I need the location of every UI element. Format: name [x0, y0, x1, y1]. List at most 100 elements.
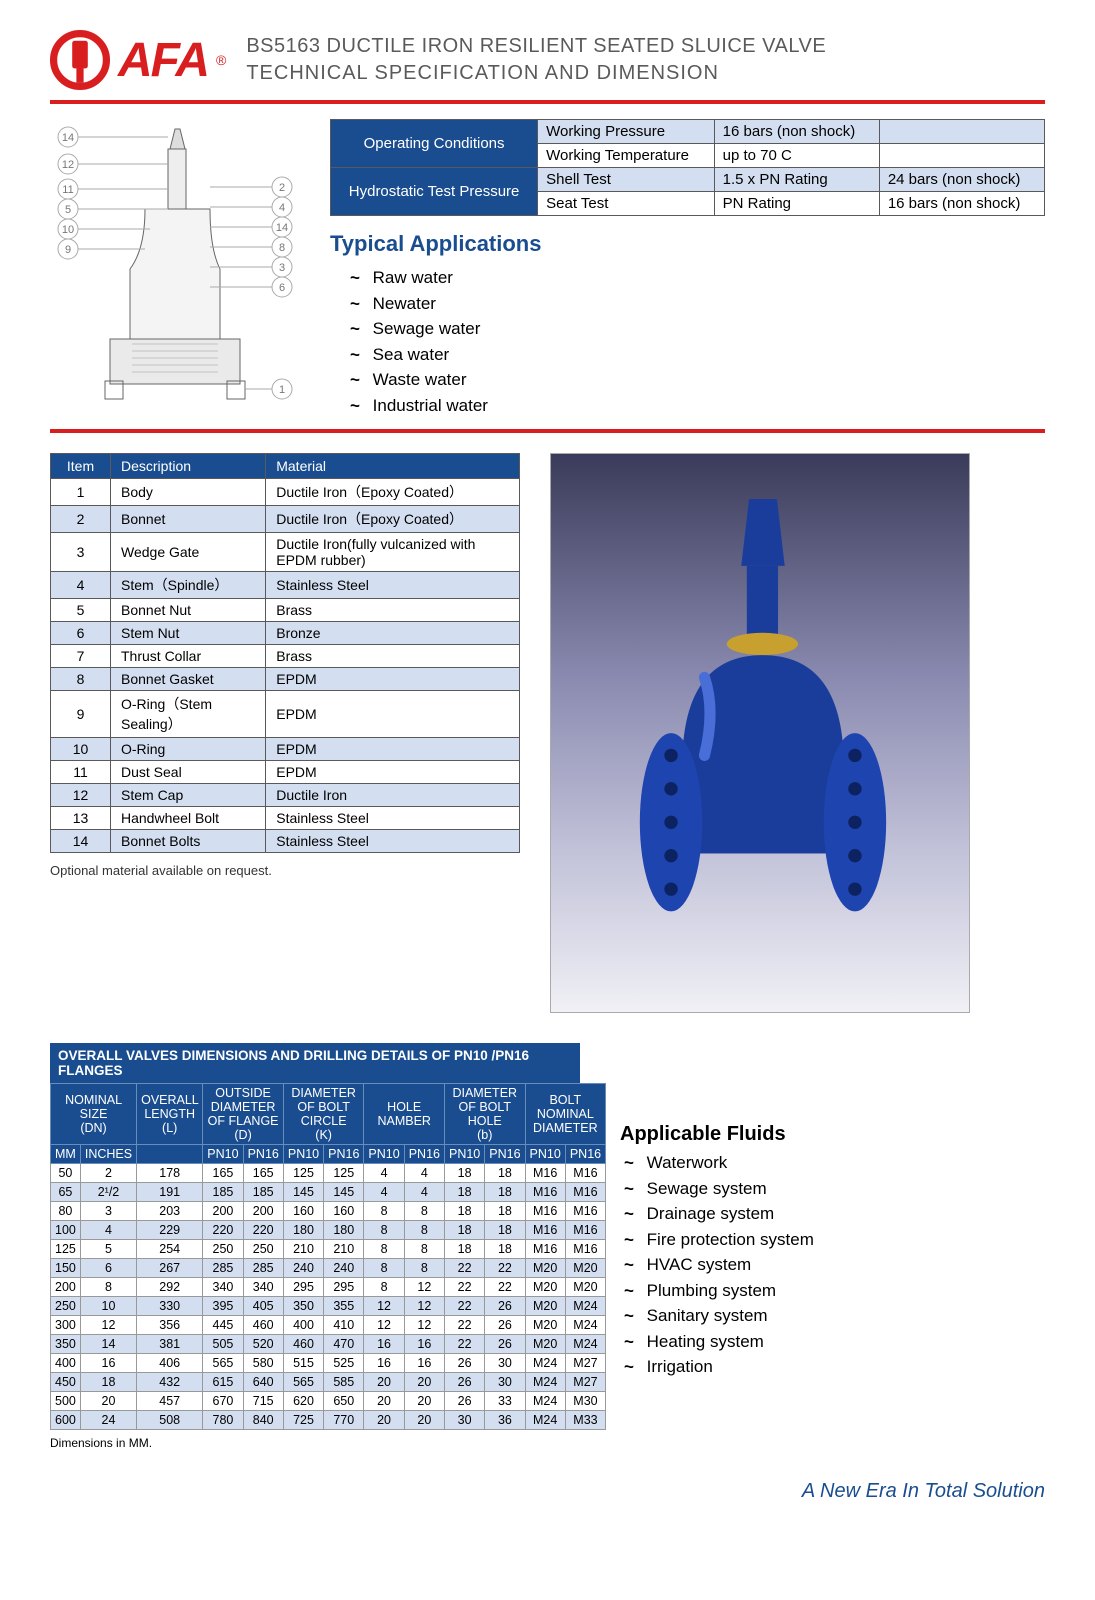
cell-dim: 457 [137, 1392, 203, 1411]
cell-dim: M24 [525, 1392, 565, 1411]
cell-dim: 18 [485, 1221, 525, 1240]
cell-dim: 445 [203, 1316, 243, 1335]
cell-item: 3 [51, 533, 111, 572]
cell-dim: 20 [404, 1392, 444, 1411]
cell-dim: 80 [51, 1202, 81, 1221]
cell-dim: 450 [51, 1373, 81, 1392]
th-sub: MM [51, 1145, 81, 1164]
cell-dim: M27 [565, 1373, 605, 1392]
cell-dim: 295 [324, 1278, 364, 1297]
cell-dim: M20 [525, 1316, 565, 1335]
page-header: AFA ® BS5163 DUCTILE IRON RESILIENT SEAT… [50, 30, 1045, 90]
cell-dim: M16 [565, 1183, 605, 1202]
cell-dim: 160 [324, 1202, 364, 1221]
cell-dim: 20 [364, 1392, 404, 1411]
cell-dim: 20 [80, 1392, 136, 1411]
th-sub: PN16 [485, 1145, 525, 1164]
th-item: Item [51, 454, 111, 479]
cell-dim: 160 [283, 1202, 323, 1221]
cell-material: Stainless Steel [266, 830, 520, 853]
cell-dim: 50 [51, 1164, 81, 1183]
svg-text:8: 8 [279, 242, 285, 254]
applicable-fluids-list: WaterworkSewage systemDrainage systemFir… [620, 1150, 1045, 1380]
cell-dim: 203 [137, 1202, 203, 1221]
cell-dim: 840 [243, 1411, 283, 1430]
cell-material: Stainless Steel [266, 572, 520, 599]
cell-dim: 30 [485, 1373, 525, 1392]
cell-dim: 14 [80, 1335, 136, 1354]
cell-dim: 250 [51, 1297, 81, 1316]
operating-conditions-table: Operating Conditions Working Pressure 16… [330, 119, 1045, 216]
cell-dim: 165 [243, 1164, 283, 1183]
cell-dim: 22 [485, 1259, 525, 1278]
cell-dim: 330 [137, 1297, 203, 1316]
cell-dim: 26 [444, 1354, 484, 1373]
cell-item: 9 [51, 691, 111, 738]
cell-dim: 240 [283, 1259, 323, 1278]
cell-dim: 125 [324, 1164, 364, 1183]
list-item: Fire protection system [624, 1227, 1045, 1253]
cell-value: 1.5 x PN Rating [714, 168, 879, 192]
cell-dim: 22 [444, 1316, 484, 1335]
cell-dim: 515 [283, 1354, 323, 1373]
cell-dim: 18 [80, 1373, 136, 1392]
cell-dim: 210 [283, 1240, 323, 1259]
svg-text:14: 14 [276, 222, 288, 234]
cell-dim: M16 [565, 1164, 605, 1183]
cell-dim: 292 [137, 1278, 203, 1297]
cell-dim: 20 [364, 1373, 404, 1392]
cell-material: Ductile Iron（Epoxy Coated） [266, 506, 520, 533]
cell-label: Working Pressure [538, 120, 715, 144]
cell-dim: 22 [444, 1278, 484, 1297]
registered-icon: ® [216, 52, 226, 68]
cell-material: Ductile Iron(fully vulcanized with EPDM … [266, 533, 520, 572]
cell-dim: 18 [444, 1221, 484, 1240]
cell-dim: 22 [444, 1297, 484, 1316]
cell-dim: 18 [444, 1202, 484, 1221]
cell-description: Dust Seal [111, 761, 266, 784]
cell-dim: 300 [51, 1316, 81, 1335]
cell-dim: 185 [203, 1183, 243, 1202]
th-sub: PN10 [444, 1145, 484, 1164]
svg-text:10: 10 [62, 224, 74, 236]
cell-dim: 200 [51, 1278, 81, 1297]
cell-dim: M20 [525, 1259, 565, 1278]
list-item: Irrigation [624, 1354, 1045, 1380]
divider [50, 100, 1045, 104]
cell-dim: 4 [80, 1221, 136, 1240]
cell-dim: 18 [485, 1202, 525, 1221]
cell-label: Seat Test [538, 192, 715, 216]
list-item: Sanitary system [624, 1303, 1045, 1329]
cell-dim: 2 [80, 1164, 136, 1183]
cell-dim: 8 [404, 1221, 444, 1240]
th-operating-conditions: Operating Conditions [331, 120, 538, 168]
brand-name: AFA [118, 33, 208, 88]
svg-text:12: 12 [62, 159, 74, 171]
cell-item: 10 [51, 738, 111, 761]
cell-dim: 505 [203, 1335, 243, 1354]
cell-dim: 22 [444, 1259, 484, 1278]
cell-description: Stem Nut [111, 622, 266, 645]
cell-dim: 30 [485, 1354, 525, 1373]
dimensions-title: OVERALL VALVES DIMENSIONS AND DRILLING D… [50, 1043, 580, 1083]
materials-note: Optional material available on request. [50, 863, 520, 878]
cell-dim: M16 [565, 1240, 605, 1259]
cell-dim: 185 [243, 1183, 283, 1202]
list-item: Waterwork [624, 1150, 1045, 1176]
cell-description: Thrust Collar [111, 645, 266, 668]
cell-material: EPDM [266, 738, 520, 761]
cell-dim: 26 [444, 1373, 484, 1392]
th-group: OUTSIDE DIAMETER OF FLANGE (D) [203, 1084, 284, 1145]
cell-dim: 670 [203, 1392, 243, 1411]
cell-dim: 8 [364, 1278, 404, 1297]
afa-logo-icon [50, 30, 110, 90]
cell-dim: 395 [203, 1297, 243, 1316]
doc-title-2: TECHNICAL SPECIFICATION AND DIMENSION [246, 62, 1045, 85]
cell-dim: 250 [203, 1240, 243, 1259]
cell-dim: M27 [565, 1354, 605, 1373]
cell-dim: 381 [137, 1335, 203, 1354]
cell-dim: M24 [565, 1335, 605, 1354]
cell-item: 5 [51, 599, 111, 622]
svg-text:6: 6 [279, 282, 285, 294]
cross-section-diagram: 14 12 11 5 10 9 2 4 14 8 3 6 1 [50, 119, 300, 419]
